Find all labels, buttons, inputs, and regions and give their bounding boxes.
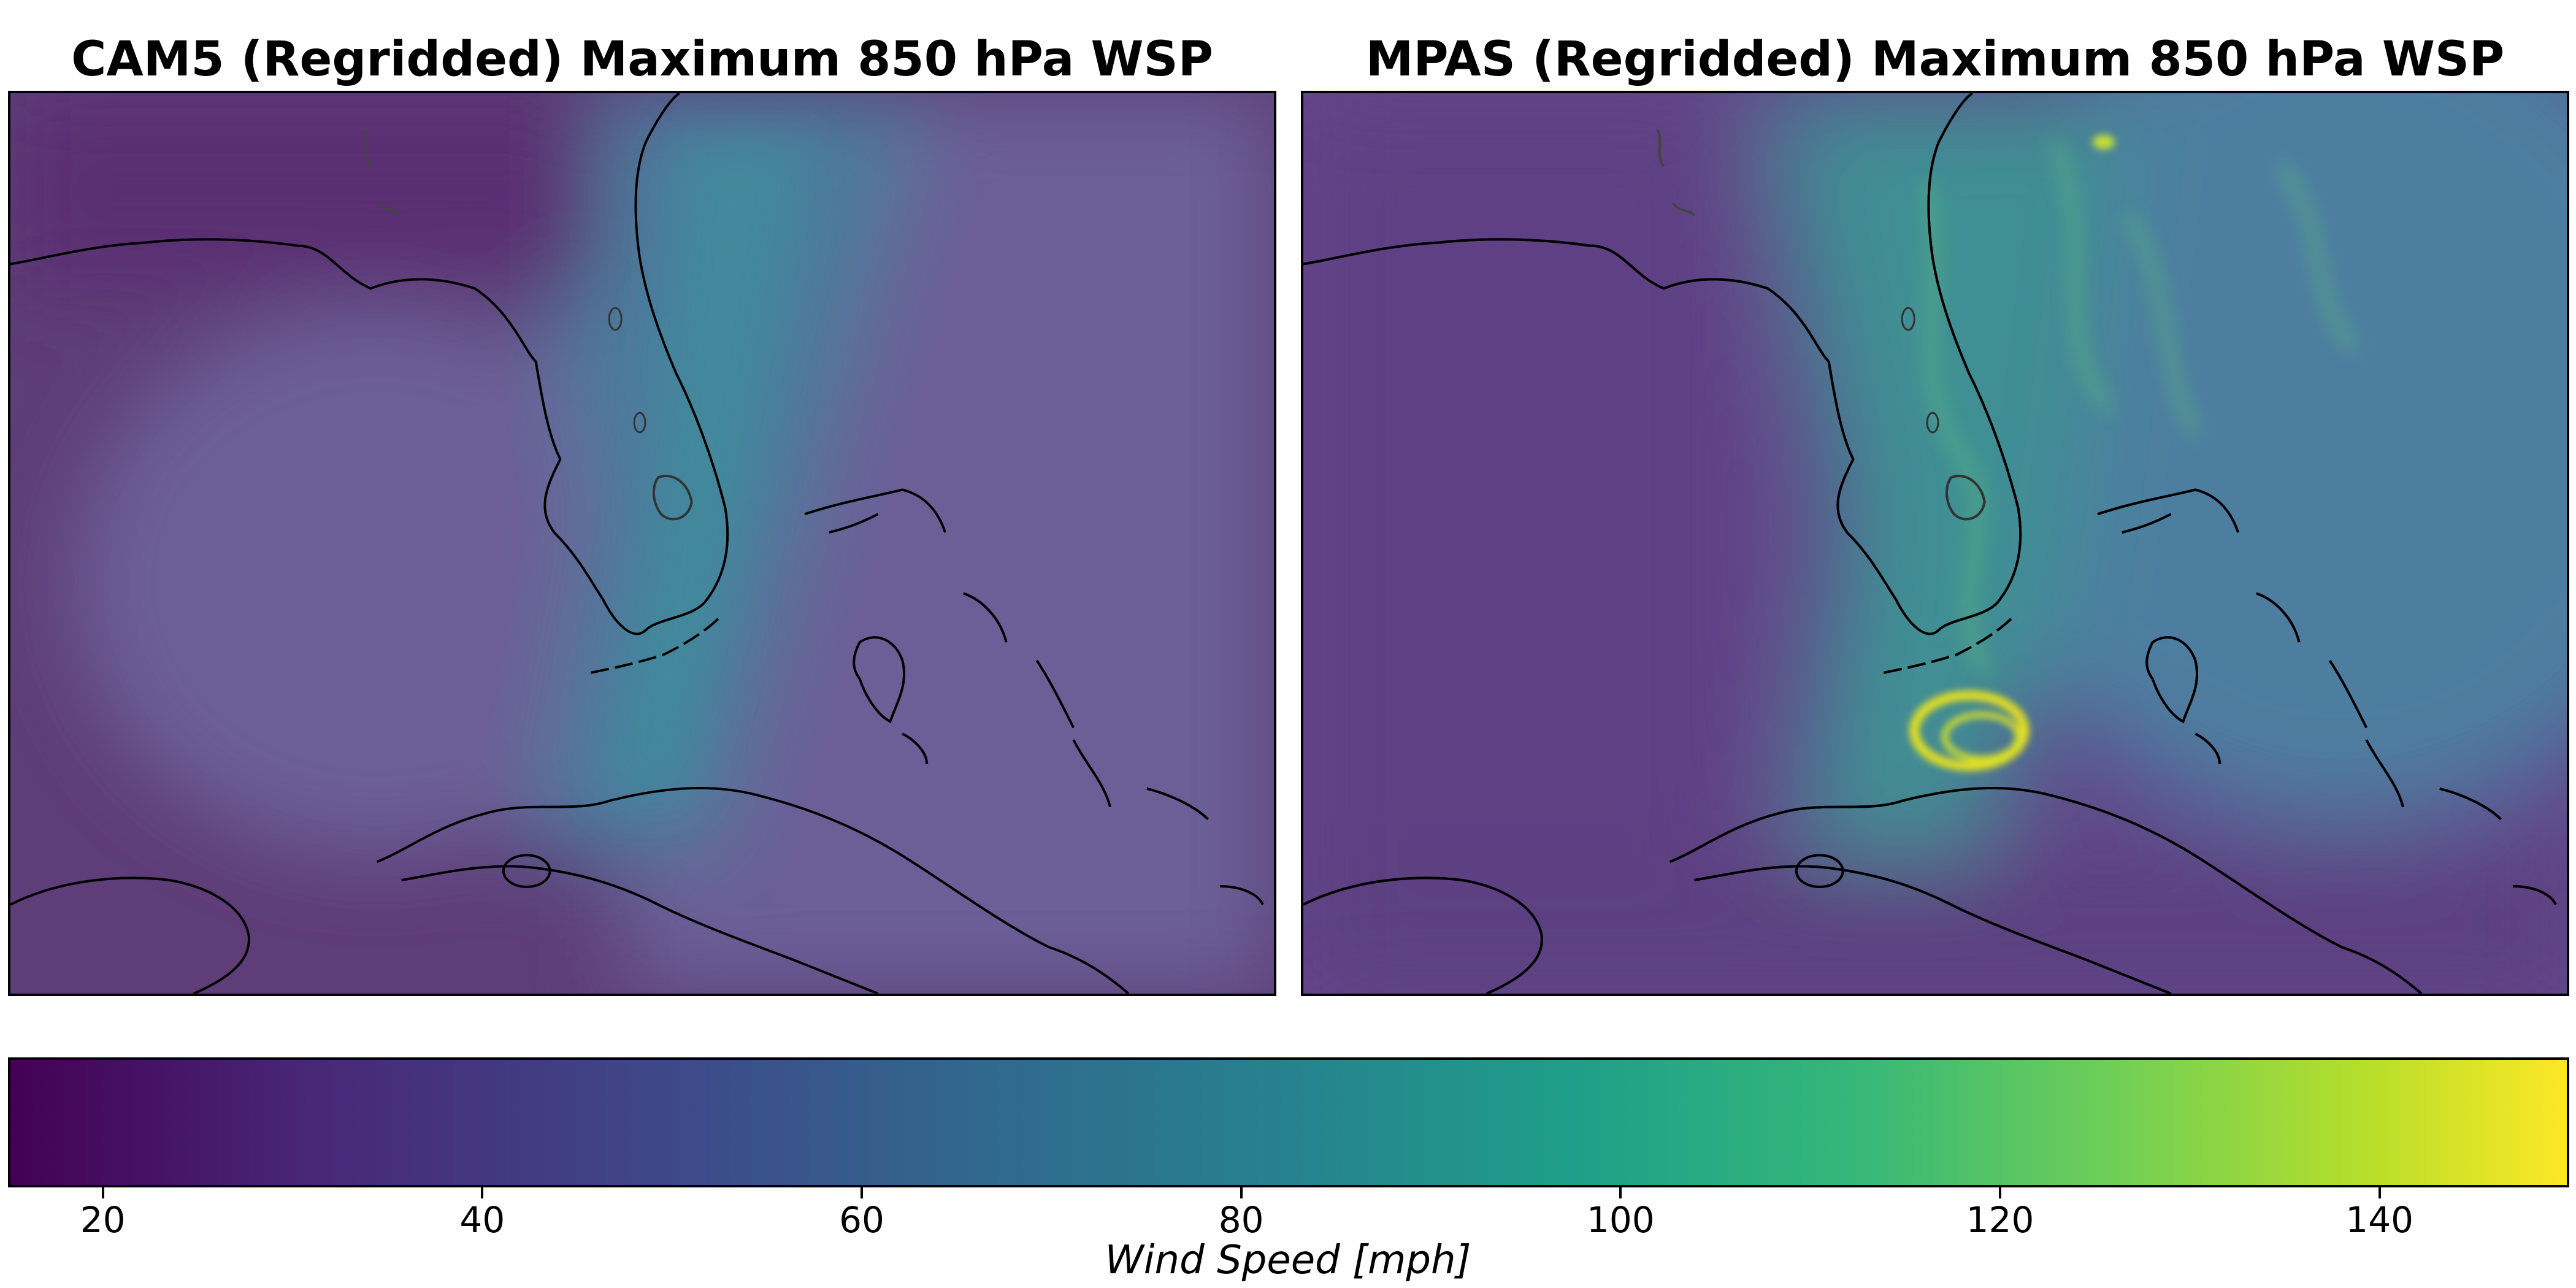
colorbar-tick: [481, 1187, 484, 1198]
cam5-panel-title: CAM5 (Regridded) Maximum 850 hPa WSP: [71, 32, 1213, 87]
colorbar-tick: [2378, 1187, 2381, 1198]
colorbar-tick-label: 100: [1586, 1199, 1655, 1241]
colorbar-tick-label: 40: [459, 1199, 505, 1241]
colorbar-tick: [1999, 1187, 2001, 1198]
colorbar-tick: [101, 1187, 104, 1198]
colorbar-tick: [861, 1187, 863, 1198]
wind-speed-colorbar: [8, 1057, 2569, 1187]
mpas-wind-map: [1301, 91, 2569, 996]
cam5-wind-map: [8, 91, 1276, 996]
colorbar-tick-label: 120: [1966, 1199, 2034, 1241]
colorbar-tick-label: 60: [839, 1199, 884, 1241]
colorbar-tick-label: 140: [2345, 1199, 2414, 1241]
colorbar-tick-label: 80: [1218, 1199, 1264, 1241]
colorbar-tick: [1619, 1187, 1622, 1198]
colorbar-tick: [1240, 1187, 1243, 1198]
mpas-panel-title: MPAS (Regridded) Maximum 850 hPa WSP: [1365, 32, 2505, 87]
colorbar-tick-label: 20: [80, 1199, 126, 1241]
colorbar-label: Wind Speed [mph]: [1105, 1238, 1471, 1283]
